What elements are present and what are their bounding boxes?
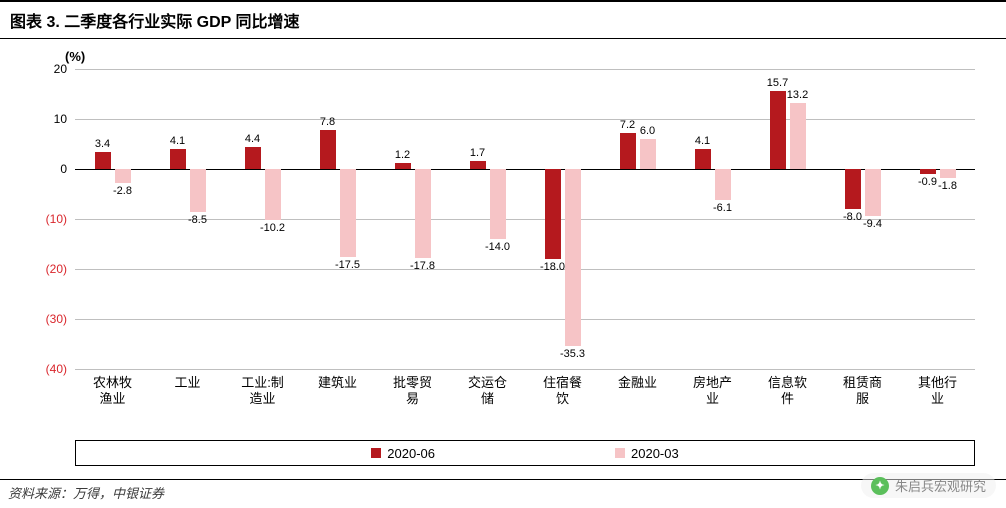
gridline	[75, 69, 975, 70]
bar-value-label: 7.8	[308, 116, 348, 128]
footer-divider	[0, 479, 1006, 480]
legend-swatch-2	[615, 448, 625, 458]
y-tick-label: (40)	[22, 362, 67, 376]
bar-value-label: 15.7	[758, 77, 798, 89]
gridline	[75, 269, 975, 270]
bar	[265, 169, 281, 220]
x-category-label: 其他行业	[900, 375, 975, 406]
bar-value-label: 1.2	[383, 149, 423, 161]
bar	[170, 149, 186, 170]
x-category-label: 建筑业	[300, 375, 375, 391]
y-tick-label: 10	[22, 112, 67, 126]
bar	[640, 139, 656, 169]
y-tick-label: (30)	[22, 312, 67, 326]
gridline	[75, 319, 975, 320]
bar-value-label: 13.2	[778, 89, 818, 101]
bar-value-label: 4.4	[233, 133, 273, 145]
bar-value-label: -9.4	[853, 218, 893, 230]
bar-value-label: -17.5	[328, 259, 368, 271]
x-category-label: 租赁商服	[825, 375, 900, 406]
bar-value-label: 4.1	[683, 135, 723, 147]
bar	[95, 152, 111, 169]
x-category-label: 工业:制造业	[225, 375, 300, 406]
chart-area: (%) (40) (30) (20) (10) 0 10 20 3.4 -2.8 农林牧渔业 4.1…	[15, 44, 995, 424]
y-axis-unit: (%)	[65, 49, 85, 64]
bar	[845, 169, 861, 209]
bar	[940, 169, 956, 178]
wechat-icon: ✦	[871, 477, 889, 495]
bar-value-label: 1.7	[458, 147, 498, 159]
bar	[395, 163, 411, 169]
bar	[320, 130, 336, 169]
bar	[865, 169, 881, 216]
gridline	[75, 119, 975, 120]
legend: 2020-06 2020-03	[75, 440, 975, 466]
x-category-label: 批零贸易	[375, 375, 450, 406]
bar	[340, 169, 356, 257]
bar-value-label: 3.4	[83, 138, 123, 150]
x-category-label: 工业	[150, 375, 225, 391]
bar	[190, 169, 206, 212]
watermark-text: 朱启兵宏观研究	[895, 476, 986, 495]
source-text: 资料来源：万得，中银证券	[8, 483, 164, 502]
bar-value-label: -6.1	[703, 202, 743, 214]
bar	[695, 149, 711, 170]
bar-value-label: 6.0	[628, 125, 668, 137]
y-tick-label: 0	[22, 162, 67, 176]
x-category-label: 信息软件	[750, 375, 825, 406]
bar-value-label: -14.0	[478, 241, 518, 253]
bar	[920, 169, 936, 174]
bar	[620, 133, 636, 169]
bar	[115, 169, 131, 183]
bar	[245, 147, 261, 169]
bar-value-label: -2.8	[103, 185, 143, 197]
y-tick-label: (10)	[22, 212, 67, 226]
bar-value-label: -1.8	[928, 180, 968, 192]
bar	[490, 169, 506, 239]
legend-label-1: 2020-06	[387, 446, 435, 461]
bar	[790, 103, 806, 169]
bar	[565, 169, 581, 346]
legend-swatch-1	[371, 448, 381, 458]
bar	[545, 169, 561, 259]
bar-value-label: -17.8	[403, 260, 443, 272]
x-category-label: 金融业	[600, 375, 675, 391]
bar	[415, 169, 431, 258]
x-category-label: 农林牧渔业	[75, 375, 150, 406]
chart-title: 图表 3. 二季度各行业实际 GDP 同比增速	[0, 0, 1006, 39]
bar-value-label: -8.5	[178, 214, 218, 226]
bar	[715, 169, 731, 200]
x-category-label: 住宿餐饮	[525, 375, 600, 406]
legend-item-2: 2020-03	[615, 446, 679, 461]
legend-label-2: 2020-03	[631, 446, 679, 461]
y-tick-label: 20	[22, 62, 67, 76]
plot-area: (40)(30)(20)(10)010203.4-2.8农林牧渔业4.1-8.5…	[75, 69, 975, 369]
legend-item-1: 2020-06	[371, 446, 435, 461]
gridline	[75, 369, 975, 370]
x-category-label: 交运仓储	[450, 375, 525, 406]
watermark: ✦ 朱启兵宏观研究	[861, 473, 996, 498]
bar	[770, 91, 786, 170]
bar-value-label: -10.2	[253, 222, 293, 234]
x-category-label: 房地产业	[675, 375, 750, 406]
bar-value-label: 4.1	[158, 135, 198, 147]
bar-value-label: -35.3	[553, 348, 593, 360]
y-tick-label: (20)	[22, 262, 67, 276]
gridline	[75, 169, 975, 170]
bar	[470, 161, 486, 170]
